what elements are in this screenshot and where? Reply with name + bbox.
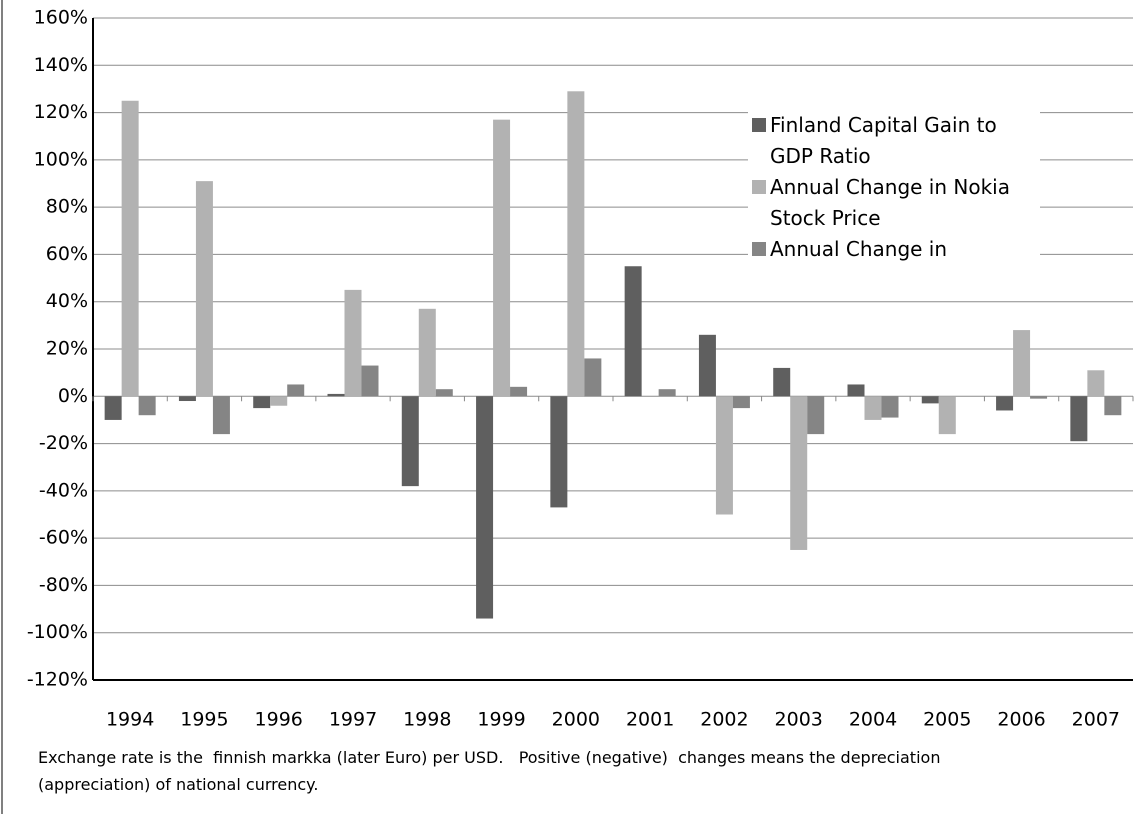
bar <box>1104 396 1122 416</box>
bar <box>435 389 453 397</box>
bar <box>624 266 642 397</box>
bar <box>1030 396 1048 399</box>
x-tick-label: 2000 <box>552 709 600 731</box>
x-tick-label: 1997 <box>329 709 377 731</box>
bar <box>418 308 436 397</box>
bar <box>584 358 602 397</box>
bar <box>195 181 213 397</box>
legend-item: Annual Change in Nokia Stock Price <box>748 172 1040 234</box>
y-tick-label: -20% <box>39 432 88 454</box>
y-tick-label: -60% <box>39 527 88 549</box>
y-tick-label: 40% <box>46 290 88 312</box>
bar <box>138 396 156 416</box>
bar <box>476 396 494 619</box>
bar <box>253 396 271 409</box>
y-tick-label: -80% <box>39 574 88 596</box>
y-tick-label: -100% <box>27 621 88 643</box>
legend-swatch <box>752 180 766 194</box>
bar <box>178 396 196 402</box>
y-tick-label: 120% <box>34 101 88 123</box>
bar <box>881 396 899 418</box>
y-tick-label: -40% <box>39 479 88 501</box>
bar <box>493 119 511 397</box>
bar <box>567 91 585 397</box>
x-tick-label: 1996 <box>255 709 303 731</box>
legend-swatch <box>752 242 766 256</box>
bar <box>1013 330 1031 397</box>
x-tick-label: 2001 <box>626 709 674 731</box>
bar <box>327 393 345 397</box>
bar <box>104 396 122 420</box>
bar <box>864 396 882 420</box>
y-tick-label: 60% <box>46 243 88 265</box>
y-tick-label: 140% <box>34 54 88 76</box>
y-tick-label: 20% <box>46 338 88 360</box>
x-tick-label: 2003 <box>775 709 823 731</box>
legend-item: Annual Change in Exchange rate <box>748 234 1040 270</box>
x-tick-label: 2004 <box>849 709 897 731</box>
bar <box>732 396 750 409</box>
legend-swatch <box>752 118 766 132</box>
y-tick-label: -120% <box>27 669 88 691</box>
legend-label: Finland Capital Gain to GDP Ratio <box>770 113 997 168</box>
bar <box>698 334 716 397</box>
x-tick-label: 2002 <box>700 709 748 731</box>
x-tick-label: 2006 <box>997 709 1045 731</box>
bar <box>1070 396 1088 442</box>
bar <box>361 365 379 397</box>
x-tick-label: 1998 <box>403 709 451 731</box>
bar <box>401 396 419 487</box>
y-tick-label: 80% <box>46 196 88 218</box>
legend: Finland Capital Gain to GDP Ratio Annual … <box>748 110 1040 270</box>
bar <box>270 396 288 406</box>
bar <box>847 384 865 397</box>
bar <box>773 367 791 397</box>
x-tick-label: 1994 <box>106 709 154 731</box>
x-tick-label: 1995 <box>180 709 228 731</box>
legend-label: Annual Change in Exchange rate <box>770 237 948 270</box>
bar <box>715 396 733 515</box>
bar <box>212 396 230 435</box>
bar <box>1087 370 1105 397</box>
bar <box>790 396 808 550</box>
y-tick-label: 160% <box>34 7 88 29</box>
x-tick-label: 2005 <box>923 709 971 731</box>
bar <box>344 289 362 397</box>
bar <box>658 389 676 397</box>
legend-label: Annual Change in Nokia Stock Price <box>770 175 1010 230</box>
y-tick-label: 100% <box>34 148 88 170</box>
x-tick-label: 2007 <box>1072 709 1120 731</box>
y-tick-label: 0% <box>58 385 88 407</box>
bar <box>550 396 568 508</box>
x-tick-label: 1999 <box>477 709 525 731</box>
bar <box>287 384 305 397</box>
bar <box>996 396 1014 411</box>
bar <box>510 386 528 397</box>
bar <box>921 396 939 404</box>
legend-item: Finland Capital Gain to GDP Ratio <box>748 110 1040 172</box>
bar <box>121 100 139 397</box>
note: Exchange rate is the finnish markka (lat… <box>38 748 946 794</box>
bar <box>807 396 825 435</box>
bar <box>938 396 956 435</box>
